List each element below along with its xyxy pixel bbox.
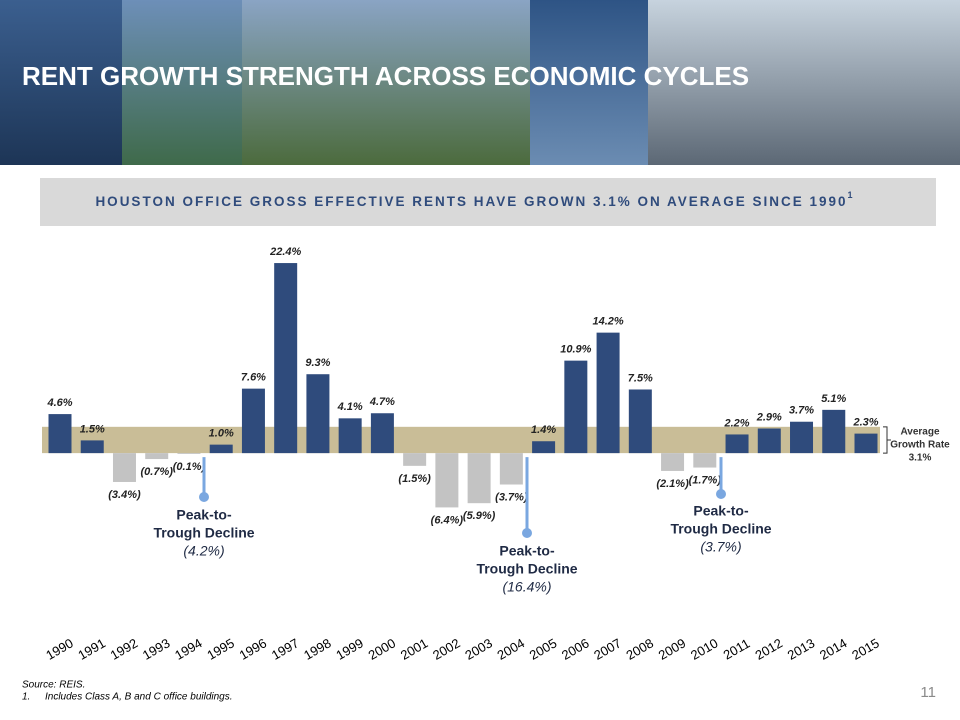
bar: [403, 453, 427, 466]
bar: [661, 453, 685, 471]
bar: [209, 444, 233, 454]
value-label: (3.4%): [108, 489, 141, 501]
bar: [564, 360, 588, 454]
value-label: 3.7%: [789, 405, 814, 417]
value-label: 7.6%: [241, 372, 266, 384]
annotation-line: Peak-to-: [693, 503, 749, 519]
bar: [532, 441, 556, 454]
bar: [80, 440, 104, 454]
value-label: 1.0%: [209, 428, 234, 440]
annotation-value: (16.4%): [502, 579, 551, 595]
value-label: 10.9%: [560, 344, 591, 356]
value-label: 4.1%: [337, 401, 363, 413]
note-number: 1.: [22, 692, 30, 703]
value-label: 1.4%: [531, 424, 556, 436]
annotation-line: Trough Decline: [670, 521, 771, 537]
bar: [145, 453, 169, 460]
bar: [112, 453, 136, 482]
value-label: 7.5%: [628, 372, 653, 384]
value-label: (0.7%): [141, 466, 174, 478]
average-value: 3.1%: [909, 453, 932, 464]
bar: [822, 409, 846, 454]
value-label: 9.3%: [305, 357, 330, 369]
value-label: (1.5%): [398, 473, 431, 485]
value-label: 4.7%: [369, 396, 395, 408]
value-label: 2.3%: [852, 417, 878, 429]
bar: [48, 414, 72, 454]
value-label: 2.9%: [756, 411, 782, 423]
bar: [854, 433, 878, 454]
value-label: (0.1%): [173, 461, 206, 473]
bar: [370, 413, 394, 454]
annotation-line: Peak-to-: [176, 507, 232, 523]
subtitle-note: 1: [848, 190, 855, 200]
value-label: 2.2%: [724, 417, 750, 429]
bar: [725, 434, 749, 454]
bar: [306, 374, 330, 454]
average-band: [42, 426, 880, 454]
bar: [499, 453, 523, 485]
page-number: 11: [920, 684, 936, 701]
source: Source: REIS.: [22, 680, 85, 691]
value-label: 22.4%: [269, 246, 301, 258]
subtitle-text: HOUSTON OFFICE GROSS EFFECTIVE RENTS HAV…: [95, 194, 847, 209]
photo: [122, 0, 242, 165]
value-label: 14.2%: [592, 316, 623, 328]
pin-head: [199, 492, 209, 502]
value-label: 5.1%: [821, 393, 846, 405]
bar: [467, 453, 491, 504]
average-label: Average: [900, 427, 940, 438]
photo: [0, 0, 122, 165]
value-label: 4.6%: [46, 397, 72, 409]
average-label: Growth Rate: [890, 440, 950, 451]
bar: [177, 453, 201, 454]
bar: [790, 421, 814, 454]
bar: [338, 418, 362, 454]
annotation-line: Trough Decline: [476, 561, 577, 577]
bar: [241, 388, 265, 454]
annotation-value: (4.2%): [183, 543, 224, 559]
value-label: (6.4%): [431, 514, 464, 526]
subtitle-box: [40, 178, 936, 226]
value-label: 1.5%: [80, 423, 105, 435]
value-label: (3.7%): [495, 491, 528, 503]
annotation-line: Peak-to-: [499, 543, 555, 559]
photo: [648, 0, 960, 165]
photo: [530, 0, 648, 165]
bar: [757, 428, 781, 454]
slide-title: RENT GROWTH STRENGTH ACROSS ECONOMIC CYC…: [22, 61, 749, 91]
bar: [693, 453, 717, 468]
annotation-line: Trough Decline: [153, 525, 254, 541]
bar: [274, 263, 298, 454]
note: Includes Class A, B and C office buildin…: [45, 692, 233, 703]
bar: [435, 453, 459, 508]
value-label: (5.9%): [463, 510, 496, 522]
pin-head: [716, 489, 726, 499]
bar: [596, 332, 620, 454]
photo: [242, 0, 530, 165]
pin-head: [522, 528, 532, 538]
bar: [628, 389, 652, 454]
subtitle: HOUSTON OFFICE GROSS EFFECTIVE RENTS HAV…: [95, 190, 854, 208]
value-label: (1.7%): [689, 474, 722, 486]
average-bracket: [883, 426, 891, 454]
value-label: (2.1%): [656, 478, 689, 490]
annotation-value: (3.7%): [700, 539, 741, 555]
